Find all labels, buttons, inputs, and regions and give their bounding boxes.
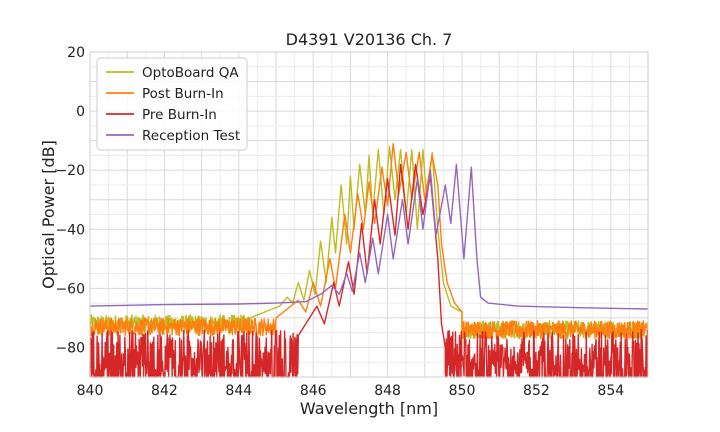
y-axis-label: Optical Power [dB]	[39, 140, 58, 289]
series-line-post-burn-in	[89, 142, 649, 340]
x-tick-label: 852	[523, 383, 550, 399]
plot-area-frame	[89, 51, 649, 378]
series-line-pre-burn-in	[89, 163, 649, 378]
y-tick-label: −80	[55, 340, 85, 356]
y-tick-label: −20	[55, 163, 85, 179]
legend-label: Post Burn-In	[142, 86, 224, 102]
y-tick-labels: −80 −60 −40 −20 0 20	[55, 45, 85, 356]
series-group	[89, 142, 649, 378]
x-tick-label: 840	[77, 383, 104, 399]
legend-box	[96, 57, 248, 151]
legend-label: Reception Test	[142, 128, 240, 144]
y-tick-label: −60	[55, 281, 85, 297]
y-tick-label: −40	[55, 222, 85, 238]
chart-title: D4391 V20136 Ch. 7	[286, 30, 453, 49]
x-axis-label: Wavelength [nm]	[300, 399, 438, 418]
x-tick-label: 844	[225, 383, 252, 399]
x-tick-label: 848	[374, 383, 401, 399]
x-tick-label: 850	[449, 383, 476, 399]
x-tick-label: 842	[151, 383, 178, 399]
legend-label: OptoBoard QA	[142, 65, 239, 81]
legend: OptoBoard QA Post Burn-In Pre Burn-In Recep…	[96, 57, 248, 151]
legend-label: Pre Burn-In	[142, 107, 217, 123]
x-tick-labels: 840 842 844 846 848 850 852 854	[77, 383, 625, 399]
y-tick-label: 0	[76, 104, 85, 120]
x-tick-label: 846	[300, 383, 327, 399]
series-line-reception-test	[89, 163, 649, 310]
x-tick-label: 854	[597, 383, 624, 399]
y-tick-label: 20	[67, 45, 85, 61]
